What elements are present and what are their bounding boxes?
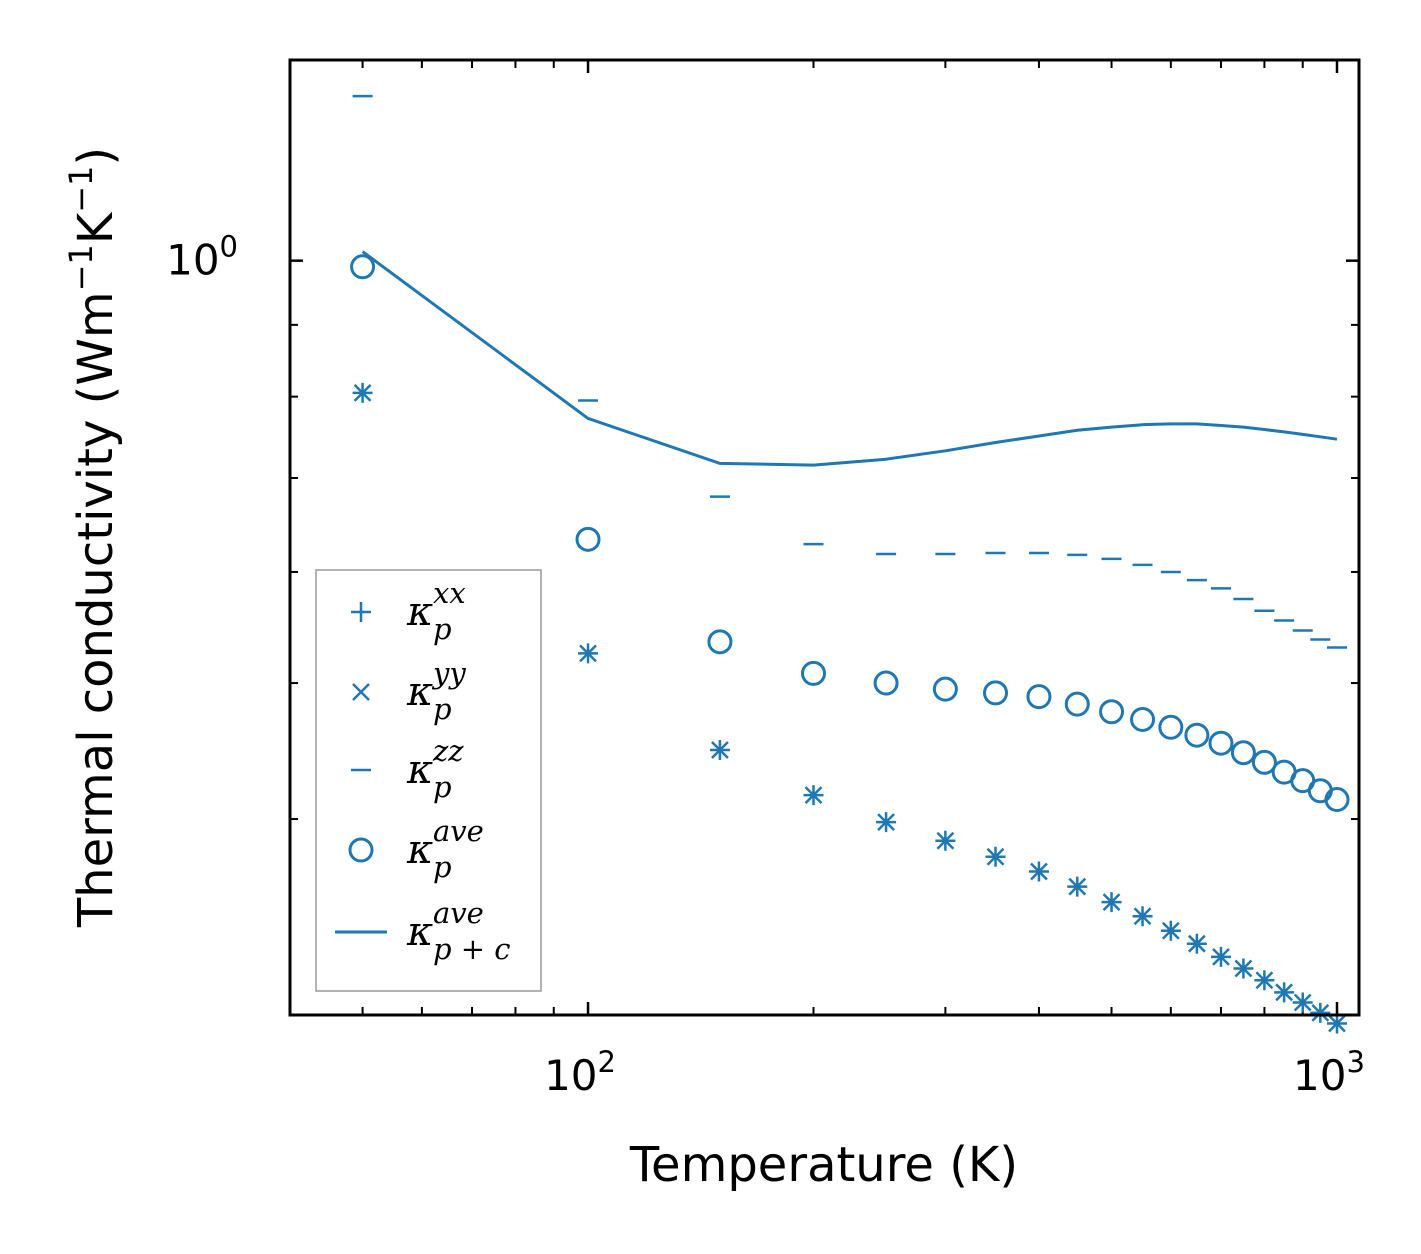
series-kappa_p_yy (353, 383, 1346, 1033)
point-kappa_p_yy (986, 847, 1005, 866)
legend-entry-kappa_p_yy: κpyy (352, 656, 466, 726)
point-kappa_p_ave (350, 254, 376, 280)
point-kappa_p_yy (1161, 921, 1180, 940)
point-kappa_p_ave (1130, 706, 1156, 732)
point-kappa_p_ave (1158, 714, 1184, 740)
series-kappa_p_zz (352, 94, 1347, 649)
legend-entry-kappa_pc_ave: κp + cave (335, 896, 511, 966)
point-kappa_p_ave (1099, 699, 1125, 725)
point-kappa_p_yy (711, 741, 729, 759)
legend-label: κp + cave (406, 896, 511, 966)
tick-label-layer: 102 103 100 (166, 230, 1365, 1100)
legend-marker-swatch (351, 602, 371, 622)
point-kappa_p_ave (1324, 787, 1350, 813)
legend-label: κpyy (406, 656, 466, 726)
x-tick-label: 103 (1293, 1045, 1365, 1100)
point-kappa_p_ave (1184, 722, 1210, 748)
point-kappa_p_yy (877, 813, 895, 831)
point-kappa_p_ave (983, 680, 1009, 706)
point-kappa_p_ave (575, 526, 601, 552)
point-kappa_p_ave (1064, 691, 1090, 717)
legend-marker-swatch (348, 837, 374, 863)
series-kappa_p_ave (350, 254, 1350, 813)
point-kappa_p_yy (353, 383, 372, 402)
x-tick-label: 102 (544, 1045, 616, 1100)
point-kappa_p_ave (873, 670, 899, 696)
legend-entries: κpxx κpyy κpzz κpave κp + cave (335, 576, 511, 966)
y-axis-label-exp2: −1 (62, 166, 100, 213)
point-kappa_p_yy (579, 644, 597, 663)
series-line-kappa_pc_ave (361, 250, 1338, 467)
point-kappa_p_yy (1293, 993, 1312, 1012)
point-kappa_p_ave (1307, 778, 1333, 804)
point-kappa_p_ave (1230, 740, 1256, 766)
point-kappa_p_ave (707, 629, 733, 655)
y-axis-label-main: Thermal conductivity (Wm (68, 291, 124, 928)
point-kappa_p_yy (1102, 893, 1121, 912)
point-kappa_p_yy (1030, 862, 1048, 881)
legend-label: κpave (406, 814, 484, 884)
series-kappa_pc_ave (361, 250, 1338, 467)
point-kappa_p_yy (1328, 1014, 1346, 1033)
legend-entry-kappa_p_xx: κpxx (351, 576, 466, 646)
point-kappa_p_ave (1208, 730, 1234, 756)
point-kappa_p_ave (1026, 684, 1052, 710)
y-axis-label-close: ) (68, 147, 124, 166)
legend-label: κpzz (406, 734, 464, 804)
y-axis-label: Thermal conductivity (Wm−1K−1) (62, 147, 124, 928)
point-kappa_p_yy (1234, 959, 1253, 978)
point-kappa_p_yy (1133, 907, 1152, 926)
point-kappa_p_yy (1311, 1004, 1330, 1022)
legend: κpxx κpyy κpzz κpave κp + cave (315, 569, 542, 992)
point-kappa_p_ave (1251, 749, 1277, 775)
legend-frame (315, 569, 542, 992)
point-kappa_p_ave (800, 660, 826, 686)
legend-entry-kappa_p_ave: κpave (348, 814, 484, 884)
point-kappa_p_yy (1187, 934, 1206, 953)
point-kappa_p_yy (1255, 971, 1274, 990)
point-kappa_p_yy (1275, 983, 1294, 1002)
point-kappa_p_yy (1068, 877, 1087, 896)
x-axis-label: Temperature (K) (629, 1137, 1018, 1193)
plot-frame (288, 58, 1361, 1017)
point-kappa_p_ave (932, 676, 958, 702)
y-axis-label-exp1: −1 (62, 244, 100, 291)
point-kappa_p_yy (804, 786, 823, 805)
point-kappa_p_yy (936, 831, 955, 850)
series-layer (350, 94, 1350, 1034)
point-kappa_p_yy (1212, 948, 1230, 966)
y-axis-label-mid: K (68, 211, 124, 244)
legend-entry-kappa_p_zz: κpzz (351, 734, 464, 804)
y-tick-label: 100 (166, 230, 238, 285)
legend-marker-swatch (352, 683, 370, 701)
legend-label: κpxx (406, 576, 466, 646)
